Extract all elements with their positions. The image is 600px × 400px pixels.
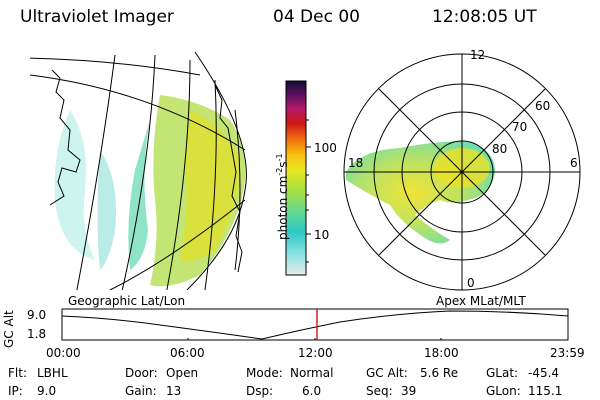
mlat-80-label: 80 <box>492 142 508 156</box>
timeline-xtick-1800: 18:00 <box>424 346 459 360</box>
geographic-label: Geographic Lat/Lon <box>68 294 186 308</box>
timeline-xtick-0000: 00:00 <box>46 346 81 360</box>
geo-grid <box>30 51 247 290</box>
gain-label: Gain: <box>125 384 157 398</box>
dsp-label: Dsp: <box>246 384 274 398</box>
timeline-ylabel: GC Alt <box>2 310 16 348</box>
seq-label: Seq: <box>366 384 393 398</box>
coastline-west <box>49 69 81 206</box>
mlt-12-label: 12 <box>470 48 486 62</box>
colorbar-ticks <box>306 119 311 263</box>
timeline-ytick-top: 9.0 <box>27 308 47 322</box>
apex-label: Apex MLat/MLT <box>436 294 526 308</box>
mode-label: Mode: <box>246 366 283 380</box>
ip-label: IP: <box>8 384 23 398</box>
mlt-6-label: 6 <box>570 156 578 170</box>
altitude-curve <box>61 310 569 340</box>
filter-value: LBHL <box>37 366 68 380</box>
colorbar-label-unit: s <box>276 161 290 168</box>
mlt-0-label: 0 <box>467 276 475 290</box>
geographic-map <box>30 51 247 290</box>
polar-plot <box>343 53 581 291</box>
date-label: 04 Dec 00 <box>273 7 360 27</box>
dsp-value: 6.0 <box>302 384 322 398</box>
seq-value: 39 <box>401 384 417 398</box>
glon-label: GLon: <box>486 384 521 398</box>
gc-alt-value: 5.6 Re <box>420 366 459 380</box>
gain-value: 13 <box>166 384 182 398</box>
gc-alt-label: GC Alt: <box>366 366 408 380</box>
aurora-geographic-emission <box>54 95 246 287</box>
colorbar-tick-10: 10 <box>314 228 330 242</box>
glat-value: -45.4 <box>528 366 560 380</box>
altitude-timeline <box>61 308 569 341</box>
colorbar <box>285 80 307 276</box>
mode-value: Normal <box>290 366 334 380</box>
glon-value: 115.1 <box>528 384 563 398</box>
mlat-60-label: 60 <box>535 99 551 113</box>
ip-value: 9.0 <box>37 384 57 398</box>
filter-label: Flt: <box>8 366 27 380</box>
door-value: Open <box>166 366 199 380</box>
colorbar-label-exp1: -2 <box>275 167 284 176</box>
time-label: 12:08:05 UT <box>432 7 537 27</box>
colorbar-tick-100: 100 <box>314 141 337 155</box>
glat-label: GLat: <box>486 366 519 380</box>
timeline-xtick-0600: 06:00 <box>170 346 205 360</box>
door-label: Door: <box>125 366 158 380</box>
app-title: Ultraviolet Imager <box>20 7 174 27</box>
timeline-xtick-1200: 12:00 <box>298 346 333 360</box>
mlat-70-label: 70 <box>512 120 528 134</box>
mlt-18-label: 18 <box>348 156 364 170</box>
timeline-ytick-bottom: 1.8 <box>27 327 47 341</box>
coastline-east <box>214 84 243 273</box>
colorbar-label-text: photon cm <box>276 175 290 240</box>
colorbar-label: photon cm-2s-1 <box>275 153 290 240</box>
colorbar-label-exp2: -1 <box>275 153 284 162</box>
timeline-xtick-2359: 23:59 <box>550 346 585 360</box>
